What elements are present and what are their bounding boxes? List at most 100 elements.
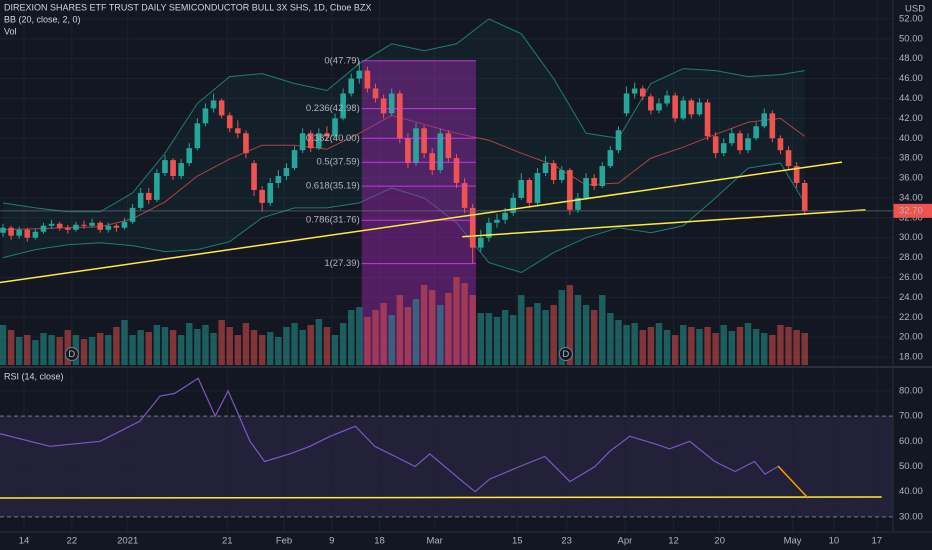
y-tick-label: 40.00 — [899, 133, 923, 144]
volume-bar — [647, 327, 655, 365]
candle-body — [283, 168, 290, 177]
x-tick-label: 12 — [668, 536, 679, 547]
candle-body — [0, 227, 6, 233]
candle-body — [251, 163, 257, 190]
candle-body — [202, 108, 209, 124]
volume-bar — [704, 327, 711, 365]
y-tick-label: 24.00 — [899, 292, 923, 303]
candle-body — [121, 221, 128, 228]
volume-bar — [590, 310, 598, 365]
candle-body — [607, 150, 614, 167]
volume-bar — [752, 329, 760, 365]
y-tick-label: 60.00 — [899, 436, 923, 447]
volume-bar — [48, 335, 55, 365]
candle-body — [510, 197, 516, 213]
event-label: D — [68, 349, 75, 360]
indicator-label: Vol — [4, 26, 17, 36]
trend-line — [777, 465, 809, 499]
volume-bar — [680, 325, 687, 365]
volume-bar — [234, 335, 242, 365]
candle-body — [518, 180, 525, 198]
volume-bar — [501, 310, 509, 365]
candle-body — [40, 225, 47, 232]
candle-body — [137, 192, 144, 208]
volume-bar — [582, 305, 590, 365]
candle-body — [405, 138, 411, 164]
volume-bar — [761, 333, 768, 365]
volume-bar — [720, 325, 727, 365]
volume-bar — [493, 317, 501, 365]
y-tick-label: 40.00 — [899, 486, 923, 497]
indicator-label: BB (20, close, 2, 0) — [4, 14, 81, 24]
candle-body — [567, 170, 573, 210]
y-tick-label: 50.00 — [899, 33, 923, 44]
candle-body — [461, 182, 468, 208]
volume-bar — [396, 295, 404, 365]
volume-bar — [153, 325, 161, 365]
volume-bar — [145, 332, 152, 365]
volume-bar — [356, 307, 363, 365]
candle-body — [154, 173, 160, 200]
volume-bar — [137, 330, 144, 365]
candle-body — [32, 231, 39, 238]
x-tick-label: 20 — [714, 536, 725, 547]
candle-body — [631, 88, 638, 94]
volume-bar — [526, 307, 533, 365]
fib-label: 0.382(40.00) — [306, 133, 360, 144]
volume-bar — [793, 330, 800, 365]
volume-bar — [169, 330, 177, 365]
bollinger-basis — [2, 114, 805, 231]
volume-bar — [615, 320, 622, 365]
candle-body — [761, 113, 768, 127]
volume-bar — [331, 335, 339, 365]
y-tick-label: 34.00 — [899, 192, 923, 203]
candle-body — [688, 100, 695, 115]
y-tick-label: 48.00 — [899, 53, 923, 64]
volume-bar — [88, 337, 96, 365]
candle-body — [526, 180, 533, 203]
candle-body — [429, 153, 436, 171]
bollinger-lower — [2, 162, 806, 274]
candle-body — [729, 133, 735, 144]
candle-body — [486, 222, 492, 238]
candle-body — [413, 128, 419, 164]
candle-body — [178, 163, 184, 177]
candle-body — [680, 100, 687, 119]
volume-bar — [258, 335, 266, 365]
candle-body — [720, 143, 727, 154]
volume-bar — [744, 323, 752, 365]
volume-bar — [574, 295, 582, 365]
candle-body — [226, 115, 233, 129]
trend-line — [0, 496, 882, 499]
candle-body — [267, 182, 274, 203]
volume-bar — [566, 285, 574, 365]
volume-bar — [299, 330, 306, 365]
volume-bar — [177, 335, 185, 365]
volume-bar — [671, 335, 679, 365]
candle-body — [397, 93, 403, 139]
volume-bar — [121, 320, 128, 365]
candle-body — [324, 133, 330, 137]
y-tick-label: 42.00 — [899, 113, 923, 124]
volume-bar — [429, 290, 436, 365]
volume-bar — [518, 295, 525, 365]
volume-bar — [412, 299, 420, 365]
volume-bar — [688, 327, 695, 365]
last-price-label: 32.70 — [899, 205, 923, 216]
volume-bar — [445, 293, 452, 365]
volume-bar — [348, 310, 355, 365]
volume-bar — [485, 313, 493, 365]
volume-bar — [40, 333, 47, 365]
volume-bar — [453, 277, 460, 365]
volume-bar — [242, 323, 250, 365]
x-tick-label: 17 — [872, 536, 883, 547]
volume-bar — [558, 290, 565, 365]
candle-body — [24, 229, 31, 238]
x-tick-label: 23 — [561, 536, 572, 547]
candle-body — [235, 128, 241, 134]
x-tick-label: Apr — [618, 536, 633, 547]
candle-body — [259, 189, 265, 203]
trend-line — [462, 209, 866, 238]
candle-body — [299, 133, 306, 151]
